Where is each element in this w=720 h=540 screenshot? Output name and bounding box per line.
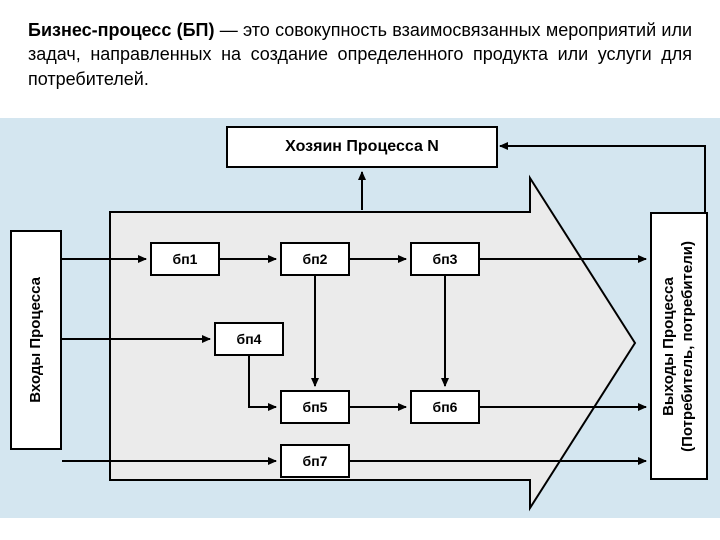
owner-label: Хозяин Процесса N bbox=[285, 138, 439, 156]
diagram-area: Хозяин Процесса N Входы Процесса Выходы … bbox=[0, 118, 720, 518]
node-bp1: бп1 bbox=[150, 242, 220, 276]
definition-text: Бизнес-процесс (БП) — это совокупность в… bbox=[0, 0, 720, 105]
inputs-box: Входы Процесса bbox=[10, 230, 62, 450]
inputs-label: Входы Процесса bbox=[27, 277, 46, 403]
outputs-label-line1: Выходы Процесса bbox=[660, 277, 677, 416]
node-bp7: бп7 bbox=[280, 444, 350, 478]
node-bp5-label: бп5 bbox=[303, 399, 328, 415]
node-bp1-label: бп1 bbox=[173, 251, 198, 267]
diagram-svg bbox=[0, 118, 720, 518]
node-bp6-label: бп6 bbox=[433, 399, 458, 415]
node-bp5: бп5 bbox=[280, 390, 350, 424]
node-bp2-label: бп2 bbox=[303, 251, 328, 267]
node-bp4-label: бп4 bbox=[237, 331, 262, 347]
outputs-label: Выходы Процесса (Потребитель, потребител… bbox=[660, 241, 698, 452]
outputs-label-line2: (Потребитель, потребители) bbox=[679, 241, 696, 452]
node-bp4: бп4 bbox=[214, 322, 284, 356]
node-bp3: бп3 bbox=[410, 242, 480, 276]
owner-box: Хозяин Процесса N bbox=[226, 126, 498, 168]
node-bp2: бп2 bbox=[280, 242, 350, 276]
pipeline-arrow-shape bbox=[110, 178, 635, 508]
node-bp3-label: бп3 bbox=[433, 251, 458, 267]
definition-lead: Бизнес-процесс (БП) bbox=[28, 20, 214, 40]
outputs-box: Выходы Процесса (Потребитель, потребител… bbox=[650, 212, 708, 480]
node-bp7-label: бп7 bbox=[303, 453, 328, 469]
node-bp6: бп6 bbox=[410, 390, 480, 424]
